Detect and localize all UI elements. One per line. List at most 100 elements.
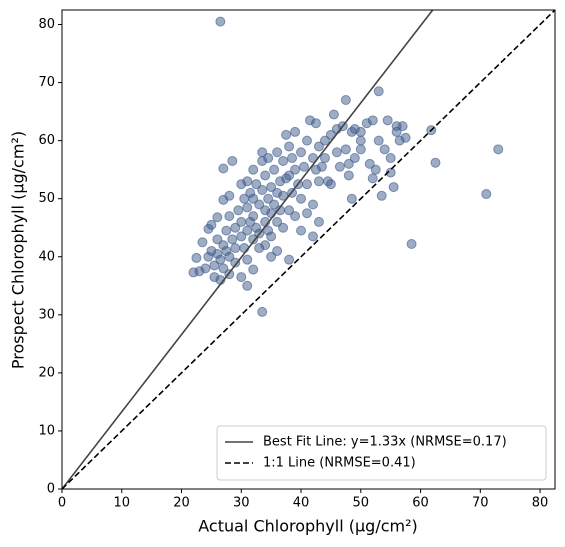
scatter-point [328, 109, 339, 120]
scatter-point [406, 238, 417, 249]
scatter-point [224, 211, 235, 222]
scatter-point [278, 190, 289, 201]
scatter-point [239, 243, 250, 254]
scatter-point [343, 170, 354, 181]
scatter-point [197, 237, 208, 248]
scatter-point [400, 132, 411, 143]
scatter-point [263, 193, 274, 204]
x-tick-label: 80 [532, 496, 549, 511]
scatter-point [382, 115, 393, 126]
scatter-point [212, 212, 223, 223]
scatter-point [266, 182, 277, 193]
x-tick-label: 50 [353, 496, 370, 511]
scatter-point [481, 189, 492, 200]
scatter-point [227, 155, 238, 166]
scatter-point [349, 153, 360, 164]
scatter-point [493, 144, 504, 155]
scatter-point [290, 126, 301, 137]
scatter-point [296, 225, 307, 236]
scatter-point [257, 306, 268, 317]
scatter-point [266, 231, 277, 242]
scatter-point [242, 202, 253, 213]
y-tick-label: 80 [38, 17, 55, 32]
scatter-point [254, 199, 265, 210]
reference-line [62, 10, 434, 489]
scatter-point [236, 272, 247, 283]
scatter-point [272, 245, 283, 256]
scatter-point [355, 135, 366, 146]
x-axis-label: Actual Chlorophyll (µg/cm²) [198, 517, 418, 536]
scatter-point [278, 155, 289, 166]
scatter-point [385, 153, 396, 164]
scatter-point [302, 135, 313, 146]
scatter-point [236, 216, 247, 227]
x-tick-label: 70 [472, 496, 489, 511]
scatter-point [248, 164, 259, 175]
y-tick-label: 70 [38, 75, 55, 90]
scatter-point [391, 126, 402, 137]
scatter-point [313, 141, 324, 152]
scatter-point [290, 164, 301, 175]
scatter-point [340, 94, 351, 105]
scatter-point [376, 190, 387, 201]
y-tick-label: 60 [38, 133, 55, 148]
scatter-point [319, 153, 330, 164]
scatter-point [251, 179, 262, 190]
x-tick-label: 10 [113, 496, 130, 511]
scatter-point [299, 161, 310, 172]
scatter-point [331, 147, 342, 158]
x-tick-label: 40 [293, 496, 310, 511]
y-tick-label: 0 [47, 482, 55, 497]
scatter-point [218, 163, 229, 174]
scatter-point [346, 193, 357, 204]
scatter-point [257, 147, 268, 158]
scatter-point [269, 199, 280, 210]
scatter-point [248, 193, 259, 204]
scatter-point [281, 129, 292, 140]
x-tick-label: 20 [173, 496, 190, 511]
scatter-point [233, 205, 244, 216]
scatter-point [221, 225, 232, 236]
y-tick-label: 10 [38, 423, 55, 438]
reference-line [62, 10, 555, 489]
scatter-point [260, 170, 271, 181]
scatter-point [230, 222, 241, 233]
scatter-point [224, 251, 235, 262]
scatter-point [322, 176, 333, 187]
legend-box [216, 425, 547, 481]
scatter-point [373, 135, 384, 146]
scatter-point [430, 157, 441, 168]
y-tick-label: 50 [38, 191, 55, 206]
scatter-point [388, 182, 399, 193]
scatter-point [385, 167, 396, 178]
scatter-point [313, 216, 324, 227]
scatter-point [302, 208, 313, 219]
scatter-point [296, 193, 307, 204]
scatter-point [370, 164, 381, 175]
scatter-point [284, 254, 295, 265]
scatter-point [200, 263, 211, 274]
y-axis-label: Prospect Chlorophyll (µg/cm²) [9, 131, 28, 369]
scatter-point [334, 161, 345, 172]
y-tick-label: 20 [38, 365, 55, 380]
scatter-point [212, 234, 223, 245]
scatter-point [242, 225, 253, 236]
scatter-point [266, 208, 277, 219]
scatter-point [242, 280, 253, 291]
scatter-point [343, 158, 354, 169]
scatter-point [272, 147, 283, 158]
scatter-point [263, 153, 274, 164]
x-tick-label: 30 [233, 496, 250, 511]
scatter-point [206, 219, 217, 230]
scatter-point [230, 243, 241, 254]
scatter-point [248, 234, 259, 245]
scatter-point [278, 222, 289, 233]
scatter-point [215, 16, 226, 27]
scatter-point [269, 164, 280, 175]
scatter-point [191, 252, 202, 263]
legend-label: Best Fit Line: y=1.33x (NRMSE=0.17) [263, 435, 507, 450]
scatter-point [397, 121, 408, 132]
scatter-point [367, 173, 378, 184]
scatter-point [373, 86, 384, 97]
scatter-point [257, 184, 268, 195]
